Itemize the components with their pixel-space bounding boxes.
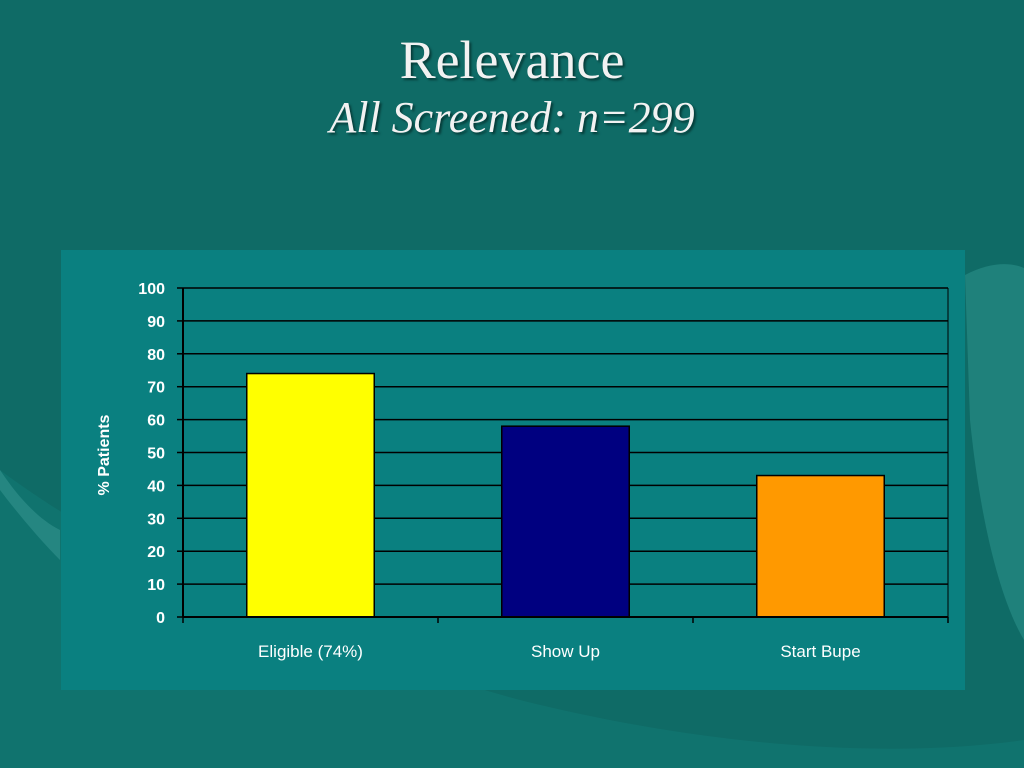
x-tick-label: Show Up	[531, 642, 600, 661]
bar	[756, 474, 885, 618]
slide-subtitle: All Screened: n=299	[329, 93, 695, 142]
x-tick-label: Eligible (74%)	[258, 642, 363, 661]
chart-panel: 0 10 20 30 40 50 60 70 80 90 100 Eligible (74%) Show…	[61, 250, 965, 690]
bar-chart: 0 10 20 30 40 50 60 70 80 90 100 Eligible (74%) Show…	[96, 281, 949, 661]
y-tick-label: 60	[147, 413, 165, 430]
y-tick-label: 20	[147, 544, 165, 561]
y-tick-label: 100	[138, 281, 165, 298]
slide-title-block: Relevance All Screened: n=299	[0, 28, 1024, 144]
y-tick-label: 10	[147, 577, 165, 594]
y-axis-label: % Patients	[96, 414, 113, 495]
bar	[246, 372, 375, 618]
bar	[501, 425, 630, 618]
y-tick-label: 40	[147, 478, 165, 495]
y-tick-label: 50	[147, 446, 165, 463]
y-tick-label: 0	[156, 610, 165, 627]
y-tick-label: 80	[147, 347, 165, 364]
y-tick-label: 70	[147, 380, 165, 397]
slide-title: Relevance	[399, 30, 625, 90]
x-tick-label: Start Bupe	[780, 642, 860, 661]
y-tick-label: 30	[147, 511, 165, 528]
y-tick-label: 90	[147, 314, 165, 331]
